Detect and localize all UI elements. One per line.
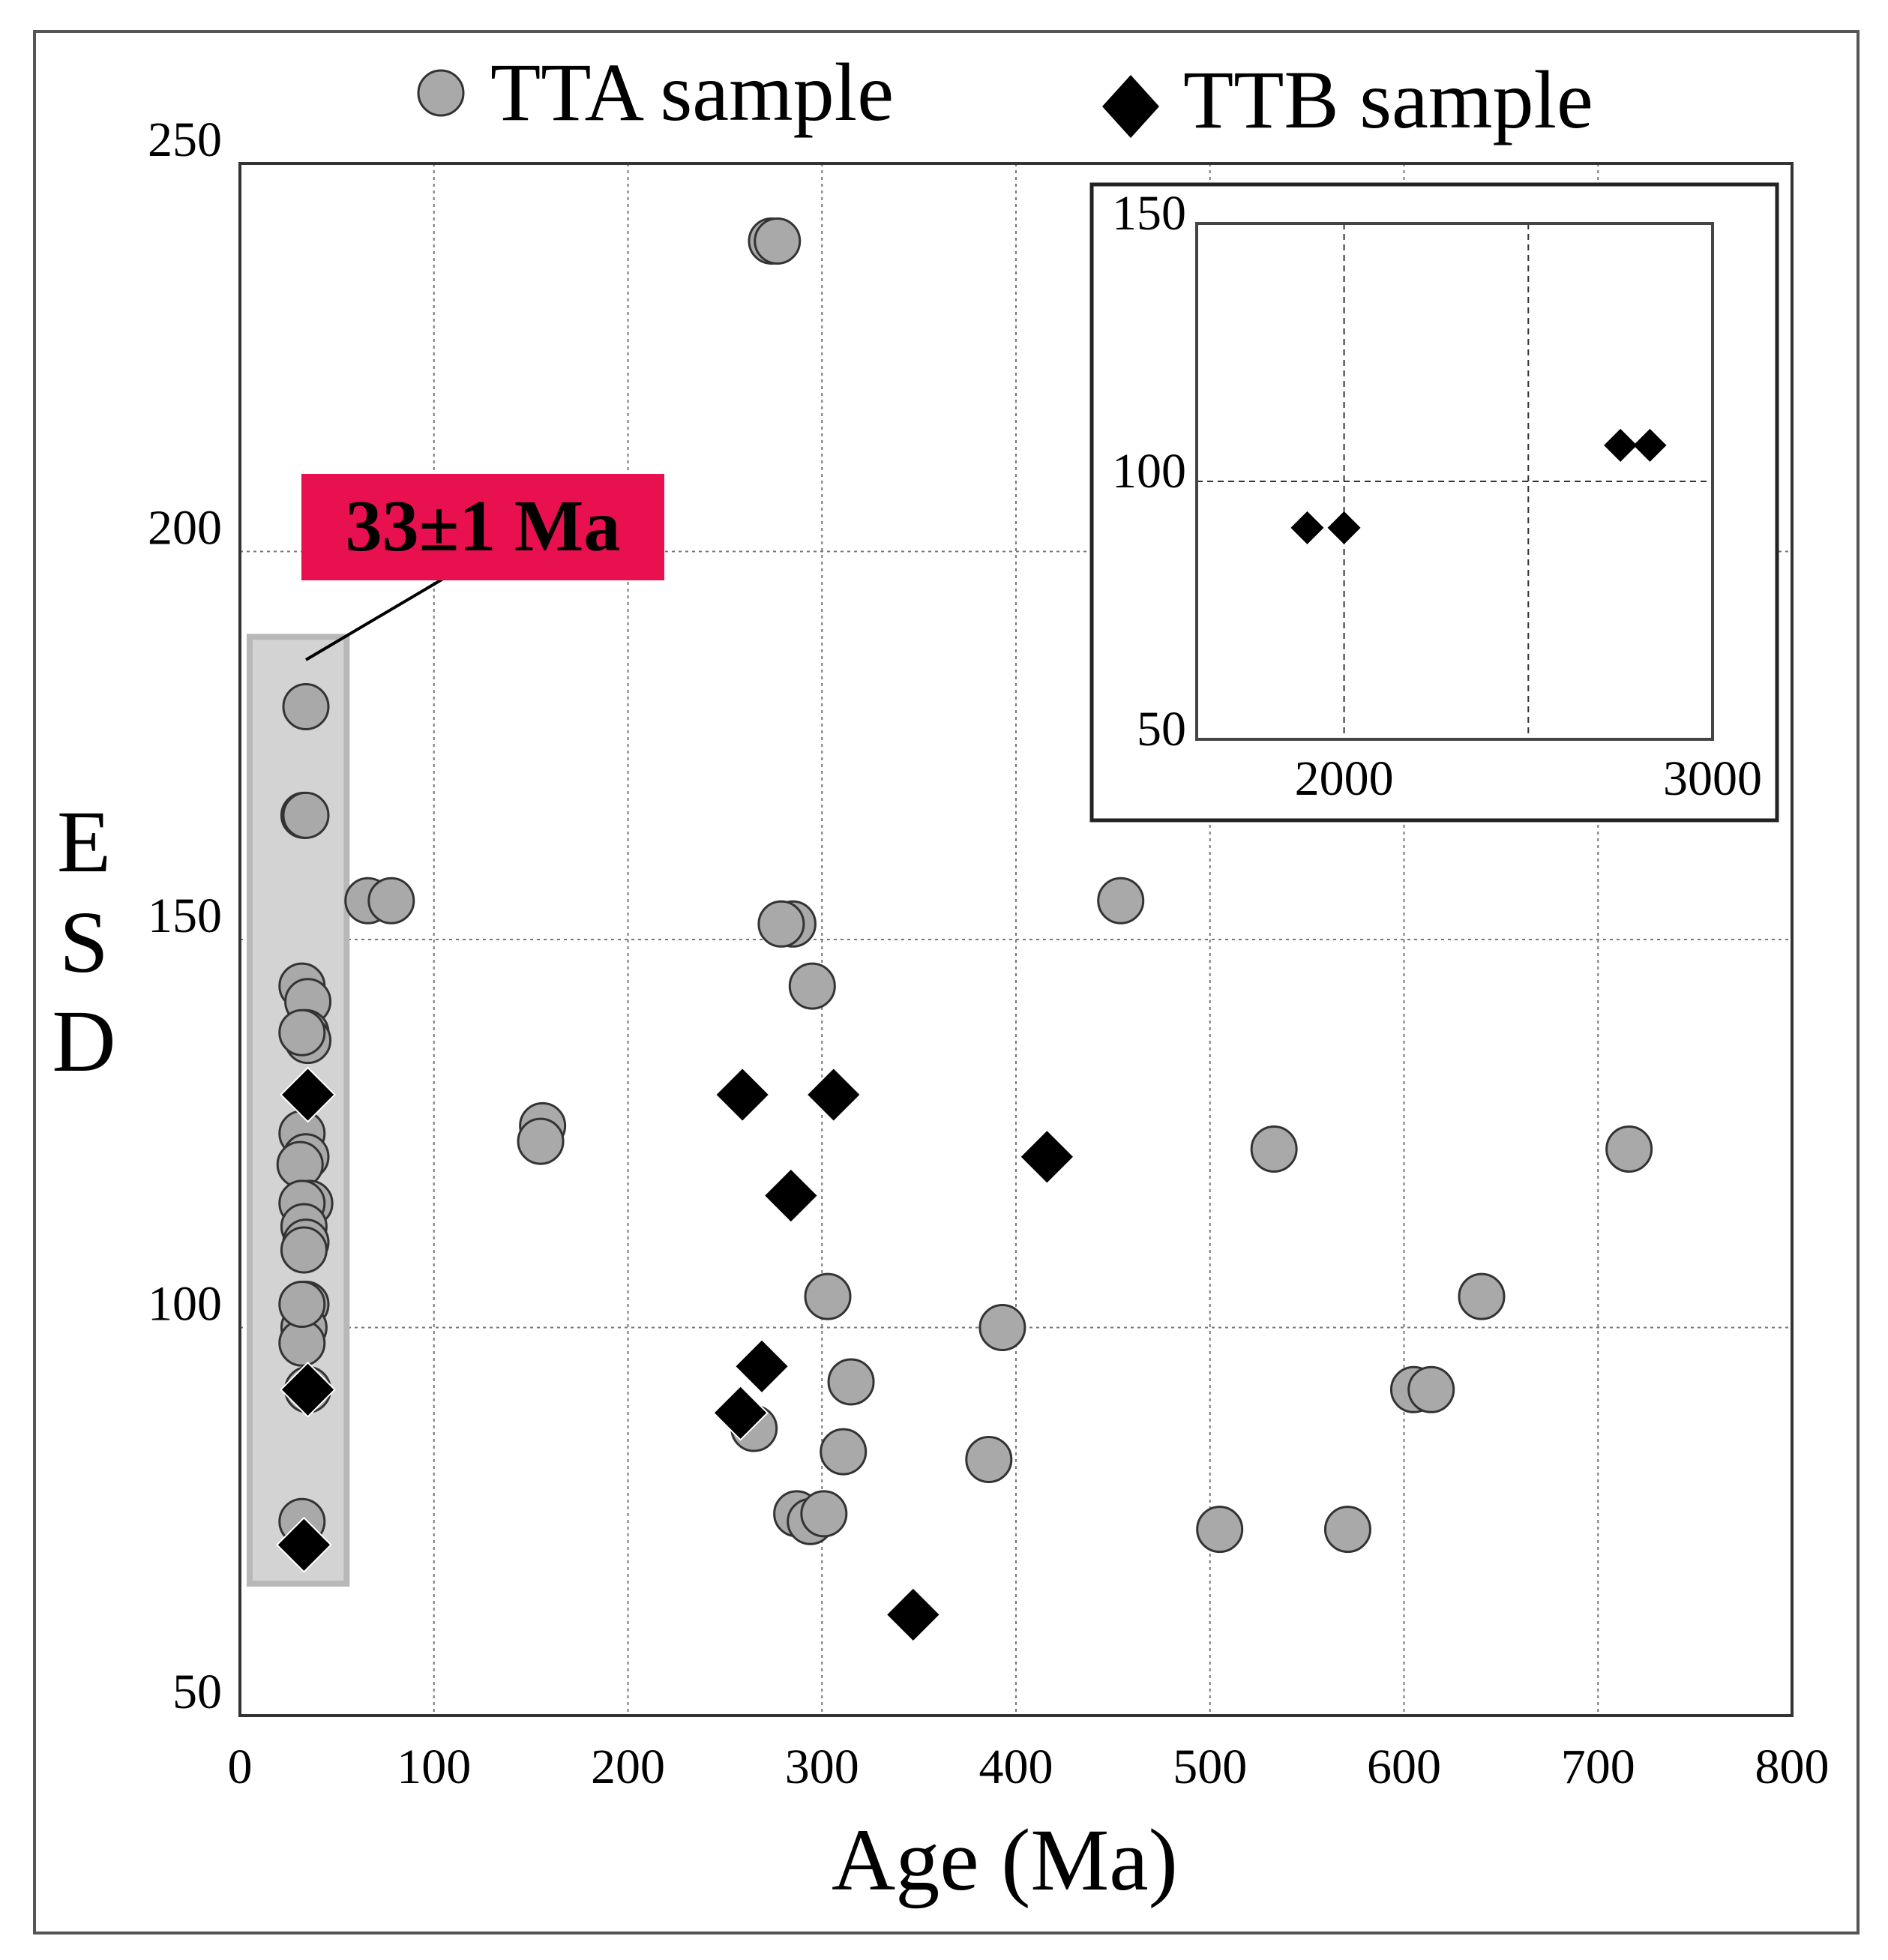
legend: TTA sample TTB sample <box>417 46 1593 145</box>
tta-point-42 <box>1250 1125 1298 1173</box>
inset-grid <box>1197 223 1713 739</box>
inset-plot-area-border <box>1195 222 1714 741</box>
y-tick-label-150: 150 <box>148 889 222 943</box>
tta-point-23 <box>367 877 415 925</box>
annotation-box <box>301 474 664 580</box>
legend-ttb-label: TTB sample <box>1183 54 1593 145</box>
ttb-point-0 <box>280 1066 336 1123</box>
ttb-point-5 <box>763 1167 820 1224</box>
x-tick-label-800: 800 <box>1755 1740 1830 1794</box>
y-axis-label-letter-1: E <box>57 793 111 891</box>
inset-chart: 2000 3000 50 100 150 <box>1089 182 1779 823</box>
x-axis-ticks: 0 100 200 300 400 500 600 700 800 <box>228 1740 1830 1794</box>
legend-tta-marker <box>417 69 465 117</box>
ttb-point-8 <box>712 1384 769 1441</box>
tta-point-25 <box>517 1117 565 1165</box>
ttb-sample-series <box>275 1066 1075 1643</box>
tta-point-19 <box>278 1280 326 1328</box>
tta-point-37 <box>800 1490 848 1538</box>
inset-ttb-point-1 <box>1327 511 1361 544</box>
x-tick-label-400: 400 <box>979 1740 1053 1794</box>
inset-y-axis-ticks: 50 100 150 <box>1112 186 1186 757</box>
x-tick-label-0: 0 <box>228 1740 253 1794</box>
tta-point-29 <box>757 900 805 948</box>
inset-frame <box>1089 182 1779 823</box>
tta-point-39 <box>978 1304 1026 1351</box>
inset-x-tick-label-3000: 3000 <box>1663 751 1762 806</box>
inset-y-tick-label-150: 150 <box>1112 186 1186 241</box>
tta-point-41 <box>1196 1506 1244 1554</box>
tta-point-15 <box>280 1226 328 1274</box>
tta-point-32 <box>827 1358 875 1406</box>
tta-point-27 <box>754 217 802 265</box>
annotation-leader-line <box>304 565 465 661</box>
x-tick-label-700: 700 <box>1561 1740 1635 1794</box>
inset-y-tick-label-50: 50 <box>1137 702 1186 757</box>
legend-tta-label: TTA sample <box>490 46 894 138</box>
annotation-text: 33±1 Ma <box>346 486 621 567</box>
x-tick-label-200: 200 <box>591 1740 665 1794</box>
y-axis-label-letter-3: D <box>52 992 115 1090</box>
inset-ttb-point-2 <box>1604 428 1638 462</box>
figure-border <box>33 30 1860 1935</box>
x-tick-label-600: 600 <box>1367 1740 1441 1794</box>
tta-point-30 <box>788 962 836 1010</box>
inset-x-tick-label-2000: 2000 <box>1295 751 1394 806</box>
y-axis-label-letter-2: S <box>59 893 109 991</box>
x-tick-label-500: 500 <box>1173 1740 1247 1794</box>
y-tick-label-50: 50 <box>172 1665 222 1719</box>
inset-y-tick-label-100: 100 <box>1112 444 1186 499</box>
tta-point-38 <box>1097 877 1145 925</box>
tta-point-45 <box>1407 1365 1455 1413</box>
tta-point-43 <box>1323 1506 1371 1554</box>
tta-point-2 <box>282 791 330 839</box>
x-tick-label-300: 300 <box>785 1740 859 1794</box>
tta-point-33 <box>820 1428 868 1476</box>
y-tick-label-250: 250 <box>148 112 222 167</box>
inset-x-axis-ticks: 2000 3000 <box>1295 751 1762 806</box>
tta-point-46 <box>1458 1272 1506 1320</box>
plot-area-border <box>238 162 1794 1717</box>
inset-ttb-point-3 <box>1633 428 1667 462</box>
tta-point-40 <box>965 1435 1013 1483</box>
ttb-point-4 <box>805 1066 862 1123</box>
tta-point-47 <box>1605 1125 1653 1173</box>
ttb-point-1 <box>280 1361 336 1418</box>
tta-point-31 <box>804 1272 852 1320</box>
ttb-point-3 <box>714 1066 771 1123</box>
y-tick-label-200: 200 <box>148 501 222 556</box>
y-axis-ticks: 50 100 150 200 250 <box>148 112 222 1719</box>
x-tick-label-100: 100 <box>397 1740 471 1794</box>
ttb-point-7 <box>733 1338 790 1395</box>
legend-ttb-marker <box>1102 75 1159 138</box>
x-axis-label: Age (Ma) <box>832 1811 1178 1909</box>
y-tick-label-100: 100 <box>148 1277 222 1332</box>
tta-point-0 <box>282 683 330 730</box>
inset-ttb-point-0 <box>1290 511 1324 544</box>
tta-point-7 <box>278 1008 326 1056</box>
ttb-point-6 <box>1018 1128 1075 1185</box>
ttb-point-2 <box>275 1516 332 1573</box>
ttb-point-9 <box>885 1587 942 1643</box>
inset-ttb-sample-series <box>1290 428 1667 544</box>
